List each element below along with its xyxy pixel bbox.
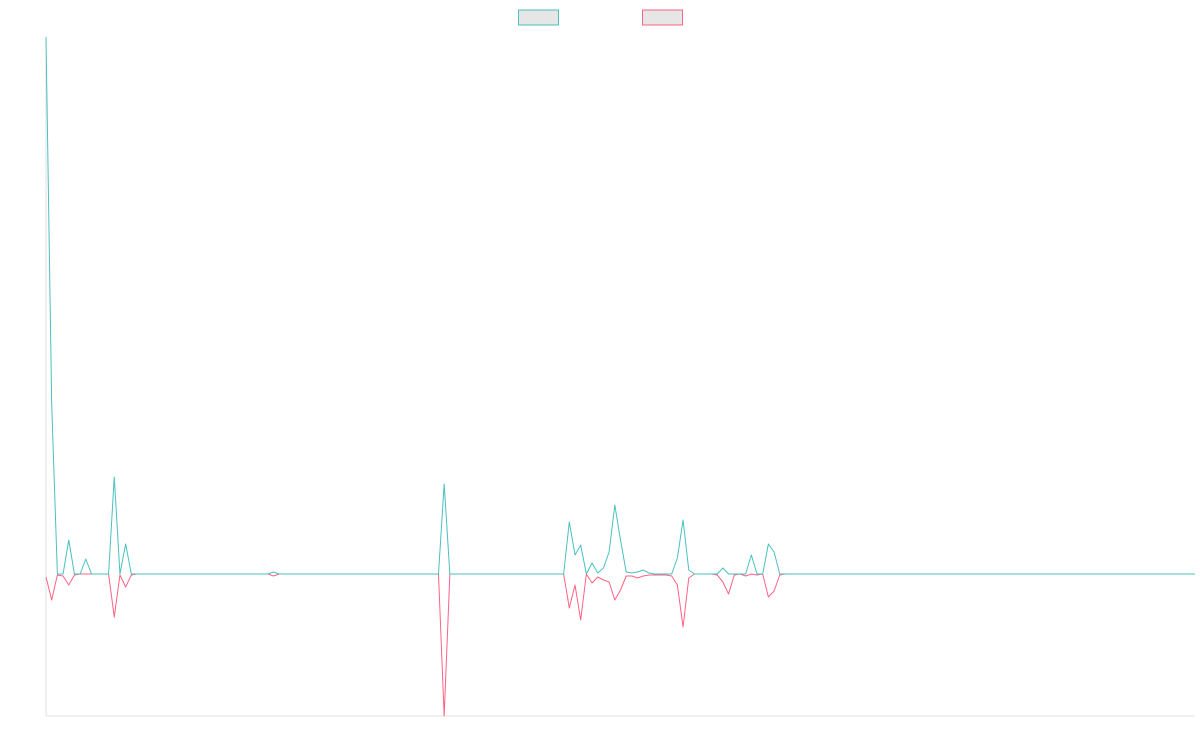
legend-swatch — [642, 9, 683, 26]
legend-swatch — [518, 9, 559, 26]
series-line — [45, 36, 1195, 575]
series-line — [45, 573, 1195, 717]
